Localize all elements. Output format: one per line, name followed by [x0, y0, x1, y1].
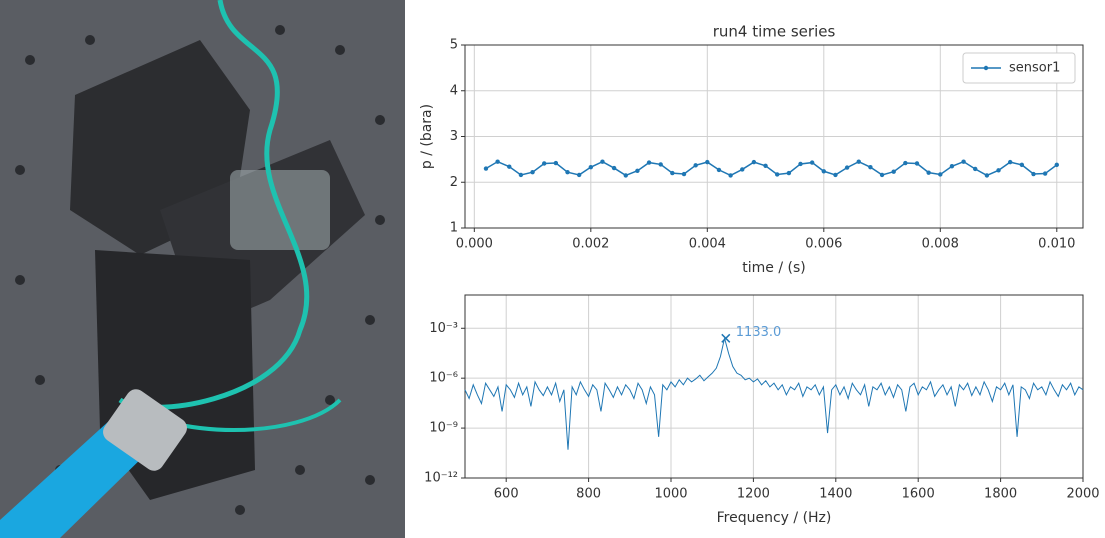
data-point	[495, 159, 500, 164]
data-point	[507, 164, 512, 169]
y-tick-label: 10⁻⁶	[429, 371, 458, 386]
data-point	[600, 159, 605, 164]
data-point	[542, 161, 547, 166]
data-point	[914, 161, 920, 166]
series-line	[485, 160, 1058, 177]
data-point	[611, 165, 617, 171]
data-point	[775, 172, 780, 177]
data-point	[483, 166, 489, 171]
data-point	[798, 161, 803, 167]
data-point	[705, 159, 710, 165]
data-point	[565, 169, 570, 175]
y-tick-label: 1	[450, 221, 458, 236]
y-tick-label: 10⁻⁹	[429, 421, 458, 436]
data-point	[588, 164, 594, 170]
data-point	[973, 166, 978, 172]
data-point	[809, 160, 815, 165]
data-point	[926, 170, 931, 175]
data-point	[635, 168, 640, 174]
legend-marker	[983, 65, 989, 71]
chart: 0.000 0.002 0.004 0.006 0.008 0.010 1 2 3 4 5 run4 …	[419, 23, 1084, 276]
annotation-marker	[721, 333, 731, 343]
data-point	[518, 172, 524, 178]
data-point	[553, 160, 559, 166]
plot-frame	[464, 294, 1084, 479]
data-point	[833, 172, 838, 178]
data-point	[984, 173, 990, 178]
photo	[0, 0, 405, 538]
data-point	[856, 159, 861, 164]
series-line	[464, 338, 1084, 450]
data-point	[658, 162, 663, 167]
data-point	[1031, 171, 1036, 177]
data-point	[716, 167, 722, 173]
chart-title: run4 time series	[713, 23, 836, 41]
data-point	[844, 165, 850, 170]
data-point	[786, 170, 792, 176]
x-tick-label: 1000	[654, 487, 687, 502]
x-tick-label: 0.006	[805, 237, 842, 252]
x-tick-label: 1600	[902, 487, 935, 502]
chart: 600 800 1000 1200 1400 1600 1800 2000 10⁻¹² 10⁻⁹ 1…	[424, 294, 1100, 526]
data-point	[949, 164, 955, 169]
y-axis-label: p / (bara)	[419, 104, 435, 169]
x-tick-label: 600	[494, 487, 519, 502]
data-point	[1054, 162, 1059, 168]
data-point	[530, 169, 535, 175]
y-tick-label: 2	[450, 175, 458, 190]
x-axis-label: Frequency / (Hz)	[717, 510, 832, 526]
y-tick-label: 4	[450, 83, 458, 98]
data-point	[879, 172, 885, 178]
data-point	[868, 164, 873, 170]
charts: 0.000 0.002 0.004 0.006 0.008 0.010 1 2 3 4 5 run4 …	[419, 23, 1100, 527]
y-tick-label: 5	[450, 38, 458, 53]
annotation-label: 1133.0	[736, 325, 782, 340]
x-tick-label: 0.008	[922, 237, 959, 252]
legend-label: sensor1	[1009, 61, 1060, 76]
data-point	[623, 173, 628, 178]
data-point	[1019, 162, 1025, 168]
y-tick-label: 10⁻¹²	[424, 471, 458, 486]
data-point	[961, 159, 966, 164]
plot-frame	[464, 44, 1084, 229]
data-point	[740, 167, 745, 172]
data-point	[751, 159, 757, 165]
x-tick-label: 0.000	[456, 237, 493, 252]
x-tick-label: 2000	[1066, 487, 1099, 502]
data-point	[576, 172, 582, 178]
data-point	[1042, 171, 1048, 176]
data-point	[670, 170, 675, 176]
data-point	[821, 169, 827, 174]
y-tick-label: 3	[450, 129, 458, 144]
x-tick-label: 0.004	[689, 237, 726, 252]
x-tick-label: 1400	[819, 487, 852, 502]
x-tick-label: 0.010	[1038, 237, 1075, 252]
data-point	[681, 171, 687, 177]
data-point	[728, 173, 733, 178]
y-tick-label: 10⁻³	[429, 321, 458, 336]
data-point	[938, 172, 943, 177]
x-axis-label: time / (s)	[742, 260, 805, 276]
data-point	[891, 169, 896, 174]
data-point	[996, 168, 1001, 173]
data-point	[903, 160, 908, 166]
x-tick-label: 1800	[984, 487, 1017, 502]
legend-box	[962, 52, 1076, 84]
data-point	[693, 163, 698, 168]
x-tick-label: 800	[576, 487, 601, 502]
x-tick-label: 0.002	[572, 237, 609, 252]
x-tick-label: 1200	[737, 487, 770, 502]
data-point	[646, 160, 652, 165]
data-point	[763, 163, 768, 168]
data-point	[1007, 159, 1013, 165]
